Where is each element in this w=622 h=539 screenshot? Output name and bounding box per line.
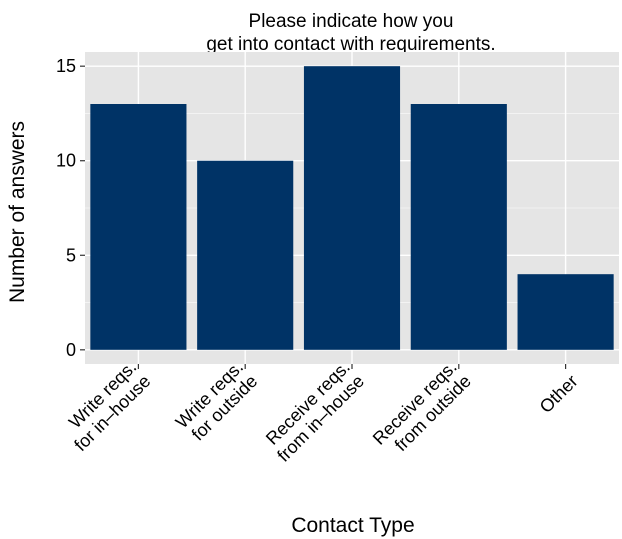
x-axis: Write reqs.for in–house Write reqs.for ou… — [65, 357, 582, 466]
chart-title-line-1: Please indicate how you — [249, 11, 454, 32]
y-tick-label: 10 — [56, 151, 76, 171]
bar — [303, 66, 401, 350]
bars — [90, 66, 614, 350]
bar — [410, 104, 507, 350]
x-tick-label: Receive reqs.from in–house — [262, 357, 368, 466]
x-tick-label-line: Other — [536, 371, 582, 417]
x-tick-label: Write reqs.for in–house — [65, 357, 155, 455]
x-axis-label: Contact Type — [291, 514, 414, 537]
y-axis-label: Number of answers — [6, 121, 29, 303]
x-tick-label: Receive reqs.from outside — [369, 357, 475, 455]
bar — [90, 104, 187, 350]
chart-title-line-2: get into contact with requirements. — [206, 34, 495, 55]
x-tick-label: Other — [536, 371, 582, 417]
y-tick-label: 5 — [66, 245, 76, 265]
x-tick-label: Write reqs.for outside — [172, 357, 262, 445]
y-tick-label: 0 — [66, 340, 76, 360]
y-axis: 0 5 10 15 — [56, 56, 85, 360]
y-tick-label: 15 — [56, 56, 76, 76]
bar — [517, 274, 614, 350]
bar — [197, 160, 294, 350]
